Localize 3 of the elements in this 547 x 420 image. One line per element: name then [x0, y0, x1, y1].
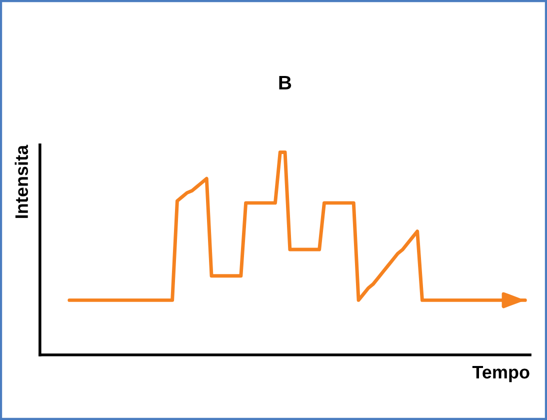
- chart-title: B: [279, 76, 292, 90]
- x-axis-title: Tempo: [472, 366, 530, 382]
- y-axis-title: Intensita: [14, 144, 28, 218]
